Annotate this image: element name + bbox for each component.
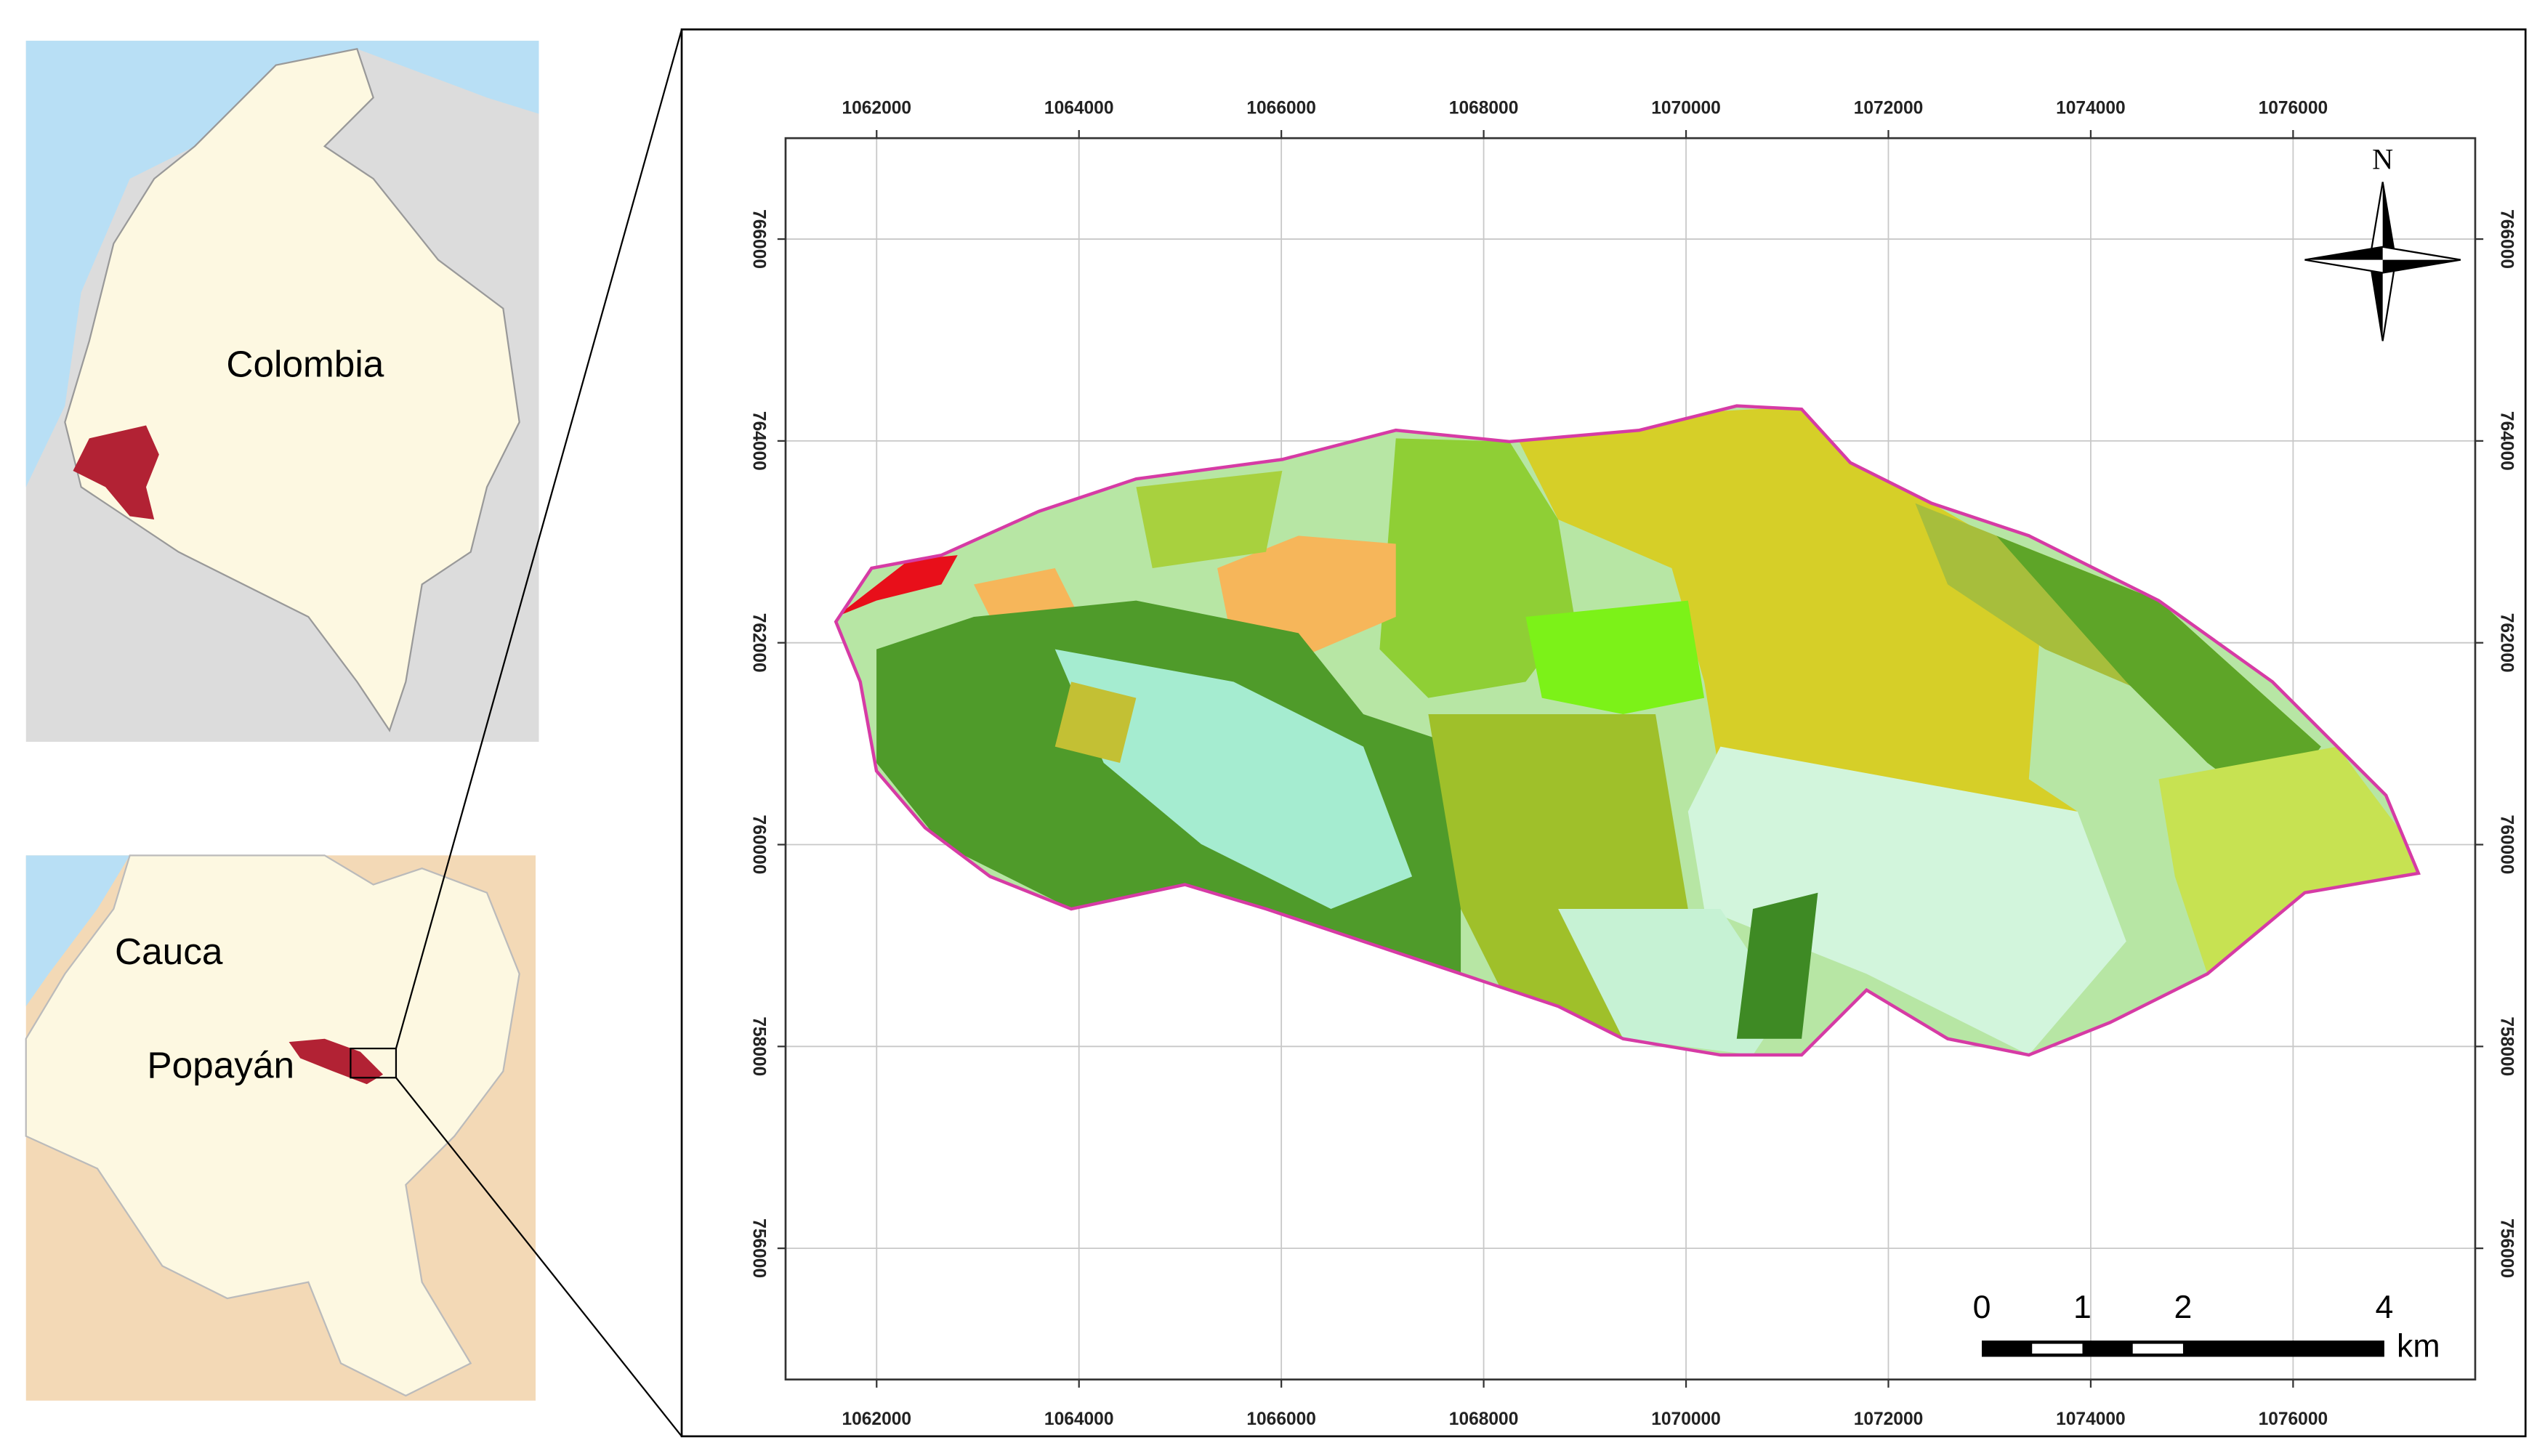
country-label: Colombia [226,343,384,384]
x-tick-label: 1062000 [842,99,911,118]
scale-unit: km [2397,1328,2440,1364]
x-tick-label: 1070000 [1651,1410,1721,1429]
scale-label: 4 [2375,1290,2393,1325]
x-tick-label: 1076000 [2259,99,2328,118]
x-tick-label: 1068000 [1449,99,1519,118]
zoom-line [395,1077,682,1437]
y-tick-label: 762000 [2497,613,2517,673]
y-tick-label: 758000 [2497,1016,2517,1076]
y-tick-label: 760000 [749,815,768,875]
x-tick-label: 1072000 [1854,99,1924,118]
y-tick-label: 766000 [749,209,768,269]
y-tick-label: 764000 [2497,411,2517,471]
scale-label: 1 [2073,1290,2092,1325]
y-tick-label: 756000 [2497,1218,2517,1278]
x-tick-label: 1070000 [1651,99,1721,118]
x-tick-label: 1066000 [1246,1410,1316,1429]
y-tick-label: 756000 [749,1218,768,1278]
zoom-line [395,29,683,1049]
x-tick-label: 1064000 [1044,99,1114,118]
y-tick-label: 766000 [2497,209,2517,269]
scale-label: 0 [1973,1290,1991,1325]
city-label: Popayán [147,1044,294,1085]
scale-label: 2 [2174,1290,2193,1325]
department-label: Cauca [115,931,223,972]
cauca-inset: Cauca Popayán [25,854,536,1401]
y-tick-label: 764000 [749,411,768,471]
x-tick-label: 1066000 [1246,99,1316,118]
x-tick-label: 1062000 [842,1410,911,1429]
north-label: N [2372,143,2393,176]
y-tick-label: 758000 [749,1016,768,1076]
x-tick-label: 1072000 [1854,1410,1924,1429]
north-arrow: N [2304,143,2461,341]
y-tick-label: 760000 [2497,815,2517,875]
y-tick-label: 762000 [749,613,768,673]
x-tick-label: 1076000 [2259,1410,2328,1429]
map-frame [784,137,2477,1381]
colombia-inset: Colombia [25,41,539,742]
scale-bar: km 0 1 2 4 [1973,1290,2440,1364]
x-tick-label: 1074000 [2056,1410,2126,1429]
x-tick-label: 1068000 [1449,1410,1519,1429]
x-tick-label: 1074000 [2056,99,2126,118]
x-tick-label: 1064000 [1044,1410,1114,1429]
